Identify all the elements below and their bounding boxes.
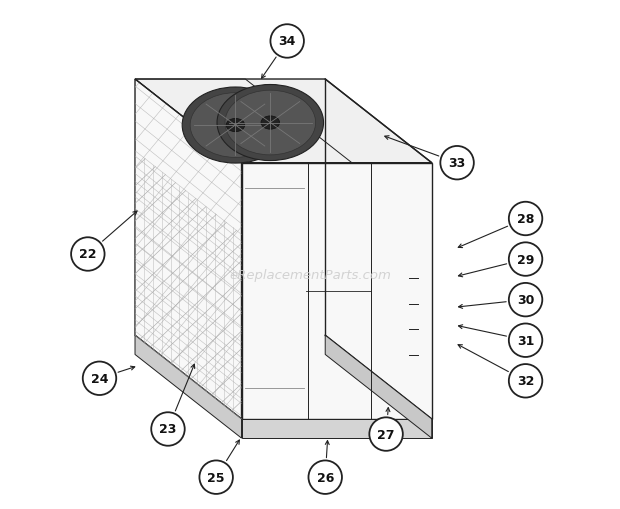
Ellipse shape xyxy=(217,86,324,161)
Text: 22: 22 xyxy=(79,248,97,261)
Circle shape xyxy=(509,284,542,317)
Circle shape xyxy=(71,238,105,271)
Polygon shape xyxy=(242,419,432,438)
Circle shape xyxy=(200,461,233,494)
Polygon shape xyxy=(242,163,432,419)
Text: 34: 34 xyxy=(278,36,296,48)
Ellipse shape xyxy=(182,88,289,164)
Text: 30: 30 xyxy=(517,294,534,306)
Text: 33: 33 xyxy=(448,157,466,170)
Text: 25: 25 xyxy=(208,471,225,484)
Text: 24: 24 xyxy=(91,372,108,385)
Text: 29: 29 xyxy=(517,253,534,266)
Polygon shape xyxy=(135,335,242,438)
Text: 26: 26 xyxy=(317,471,334,484)
Text: eReplacementParts.com: eReplacementParts.com xyxy=(229,268,391,281)
Ellipse shape xyxy=(261,117,280,130)
Circle shape xyxy=(82,362,116,395)
Polygon shape xyxy=(135,80,432,163)
Ellipse shape xyxy=(225,91,316,156)
Polygon shape xyxy=(135,80,242,419)
Ellipse shape xyxy=(226,119,245,132)
Circle shape xyxy=(509,324,542,357)
Text: 27: 27 xyxy=(378,428,395,441)
Circle shape xyxy=(370,417,403,451)
Circle shape xyxy=(509,364,542,398)
Circle shape xyxy=(151,412,185,446)
Text: 23: 23 xyxy=(159,422,177,436)
Circle shape xyxy=(509,243,542,276)
Circle shape xyxy=(270,25,304,59)
Text: 32: 32 xyxy=(517,375,534,387)
Circle shape xyxy=(509,203,542,236)
Text: 31: 31 xyxy=(517,334,534,347)
Circle shape xyxy=(309,461,342,494)
Text: 28: 28 xyxy=(517,213,534,225)
Ellipse shape xyxy=(190,94,281,158)
Circle shape xyxy=(440,147,474,180)
Polygon shape xyxy=(326,335,432,438)
